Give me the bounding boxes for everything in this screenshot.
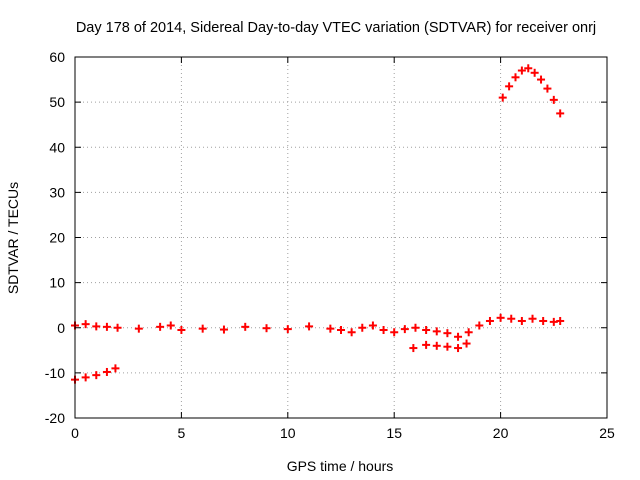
y-tick-label: -10 [45, 365, 65, 381]
data-point [462, 339, 471, 348]
data-point [539, 316, 548, 325]
data-point [505, 82, 514, 91]
data-point [400, 325, 409, 334]
data-point [177, 326, 186, 335]
data-point [537, 75, 546, 84]
x-tick-label: 15 [386, 425, 402, 441]
data-point [528, 314, 537, 323]
data-point [556, 109, 565, 118]
data-point [443, 329, 452, 338]
data-point [92, 322, 101, 331]
data-point [390, 328, 399, 337]
data-point [283, 325, 292, 334]
x-tick-label: 5 [178, 425, 186, 441]
data-point [411, 323, 420, 332]
data-point [556, 316, 565, 325]
series-late-high-arc [498, 64, 565, 118]
data-point [166, 321, 175, 330]
data-point [305, 322, 314, 331]
data-point [498, 93, 507, 102]
data-point [113, 323, 122, 332]
data-point [81, 373, 90, 382]
y-tick-label: 60 [49, 49, 65, 65]
data-point [92, 371, 101, 380]
data-point [496, 313, 505, 322]
data-point [530, 68, 539, 77]
y-tick-labels: -20 -10 0 10 20 30 40 50 60 [45, 49, 65, 426]
y-tick-label: 30 [49, 184, 65, 200]
y-tick-label: -20 [45, 410, 65, 426]
chart-title: Day 178 of 2014, Sidereal Day-to-day VTE… [76, 20, 596, 36]
data-point [102, 322, 111, 331]
data-point [358, 323, 367, 332]
data-point [517, 66, 526, 75]
data-point [134, 324, 143, 333]
x-tick-label: 10 [280, 425, 296, 441]
data-point [368, 321, 377, 330]
data-point [454, 344, 463, 353]
data-point [337, 326, 345, 335]
x-tick-label: 25 [599, 425, 615, 441]
data-point [454, 332, 463, 341]
data-point [549, 95, 558, 104]
data-point [111, 364, 120, 373]
data-point [485, 316, 494, 325]
data-point [326, 324, 335, 333]
axis-ticks [74, 56, 608, 419]
x-tick-label: 20 [493, 425, 509, 441]
x-axis-label: GPS time / hours [287, 458, 394, 474]
data-point [464, 328, 473, 337]
data-point [379, 326, 388, 335]
data-point [443, 342, 452, 351]
data-point [517, 316, 526, 325]
data-point [432, 327, 441, 336]
data-point [198, 324, 207, 333]
data-point [156, 322, 165, 331]
data-point [511, 73, 520, 82]
data-point [262, 324, 271, 333]
data-point [241, 322, 250, 331]
data-points [71, 64, 565, 384]
y-axis-label: SDTVAR / TECUs [5, 182, 21, 294]
data-point [432, 341, 441, 350]
data-point [81, 320, 90, 329]
data-point [507, 314, 516, 323]
series-main-band [71, 313, 565, 341]
data-point [475, 321, 484, 330]
data-point [524, 64, 533, 73]
data-point [422, 340, 431, 349]
data-point [347, 328, 356, 337]
y-tick-label: 50 [49, 94, 65, 110]
data-point [219, 325, 228, 334]
data-point [102, 367, 111, 376]
y-tick-label: 20 [49, 230, 65, 246]
data-point [422, 326, 431, 335]
y-tick-label: 10 [49, 275, 65, 291]
data-point [543, 84, 552, 93]
x-tick-labels: 0 5 10 15 20 25 [71, 425, 615, 441]
x-tick-label: 0 [71, 425, 79, 441]
data-point [409, 344, 418, 353]
series-mid-low-segment [409, 339, 471, 353]
y-tick-label: 0 [57, 320, 65, 336]
y-tick-label: 40 [49, 139, 65, 155]
